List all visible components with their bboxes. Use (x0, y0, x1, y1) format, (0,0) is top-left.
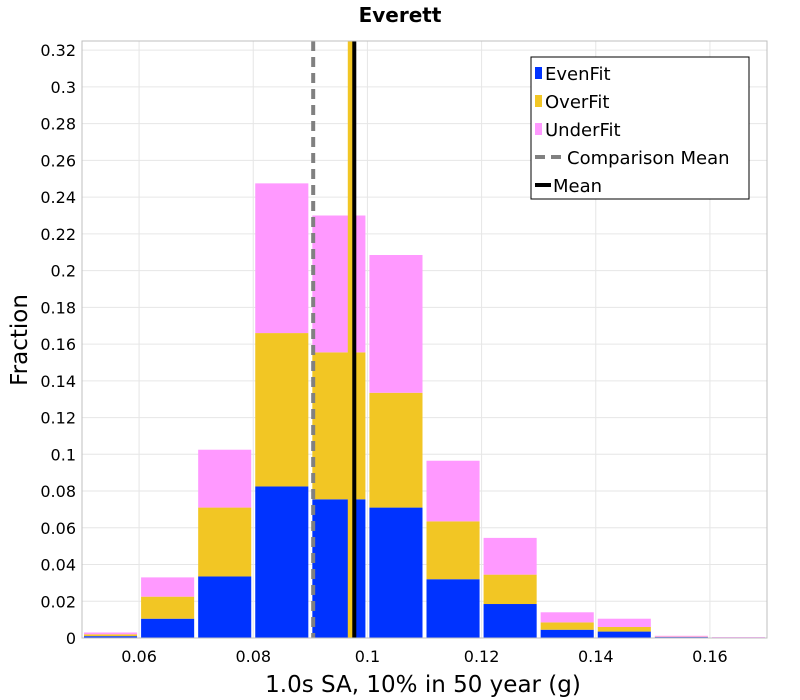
y-tick-label: 0.2 (51, 262, 76, 281)
x-tick-label: 0.12 (464, 647, 500, 666)
legend-label-underfit: UnderFit (545, 120, 621, 141)
bar-underfit-6 (426, 460, 480, 522)
y-tick-label: 0.14 (40, 372, 76, 391)
y-tick-label: 0.32 (40, 41, 76, 60)
bar-overfit-5 (369, 392, 423, 508)
legend-swatch-evenfit (535, 67, 542, 79)
legend-label-overfit: OverFit (545, 92, 609, 113)
bar-evenfit-8 (540, 629, 594, 638)
x-tick-label: 0.1 (355, 647, 380, 666)
bar-evenfit-4 (312, 499, 366, 638)
bar-evenfit-0 (84, 636, 138, 638)
bar-underfit-8 (540, 612, 594, 623)
y-tick-label: 0.3 (51, 78, 76, 97)
x-tick-label: 0.14 (578, 647, 614, 666)
bar-overfit-9 (597, 626, 651, 632)
y-tick-label: 0.18 (40, 298, 76, 317)
legend-swatch-overfit (535, 95, 542, 107)
y-tick-label: 0.08 (40, 482, 76, 501)
bars-group (84, 183, 765, 638)
bar-underfit-5 (369, 255, 423, 393)
bar-evenfit-6 (426, 579, 480, 638)
y-tick-label: 0.02 (40, 592, 76, 611)
y-axis-label: Fraction (7, 294, 33, 386)
bar-overfit-6 (426, 521, 480, 580)
bar-underfit-9 (597, 618, 651, 627)
y-tick-label: 0.22 (40, 225, 76, 244)
legend-swatch-underfit (535, 123, 542, 135)
x-axis-tick-labels: 0.06 0.08 0.1 0.12 0.14 0.16 (121, 647, 727, 666)
chart-title: Everett (359, 3, 442, 27)
bar-overfit-3 (255, 333, 309, 487)
bar-overfit-8 (540, 622, 594, 630)
x-axis-label: 1.0s SA, 10% in 50 year (g) (265, 672, 581, 698)
y-tick-label: 0.12 (40, 409, 76, 428)
x-tick-label: 0.08 (235, 647, 271, 666)
bar-evenfit-9 (597, 631, 651, 638)
bar-underfit-1 (141, 577, 195, 597)
x-tick-label: 0.06 (121, 647, 157, 666)
plot-frame (81, 40, 768, 639)
bar-evenfit-1 (141, 618, 195, 638)
y-tick-label: 0.24 (40, 188, 76, 207)
bar-underfit-0 (84, 632, 138, 635)
x-tick-label: 0.16 (692, 647, 728, 666)
bar-overfit-2 (198, 507, 252, 577)
y-tick-label: 0.04 (40, 556, 76, 575)
bar-evenfit-5 (369, 507, 423, 638)
bar-overfit-4 (312, 352, 366, 500)
bar-evenfit-3 (255, 486, 309, 638)
bar-underfit-10 (654, 635, 708, 637)
bar-evenfit-7 (483, 604, 537, 638)
y-axis-tick-labels: 0 0.02 0.04 0.06 0.08 0.1 0.12 0.14 0.16 0.18 0.2 0… (40, 41, 76, 648)
bar-evenfit-2 (198, 576, 252, 638)
legend-label-evenfit: EvenFit (545, 64, 611, 85)
bar-underfit-2 (198, 449, 252, 508)
y-tick-label: 0 (66, 629, 76, 648)
legend-label-comparison-mean: Comparison Mean (567, 148, 730, 169)
bar-overfit-1 (141, 596, 195, 619)
legend-box (530, 56, 750, 200)
bar-overfit-7 (483, 574, 537, 605)
y-tick-label: 0.28 (40, 115, 76, 134)
y-tick-label: 0.16 (40, 335, 76, 354)
bar-underfit-3 (255, 183, 309, 334)
legend-label-mean: Mean (553, 176, 602, 197)
bar-underfit-7 (483, 537, 537, 575)
bar-underfit-4 (312, 215, 366, 353)
y-tick-label: 0.06 (40, 519, 76, 538)
y-tick-label: 0.1 (51, 445, 76, 464)
mean-lines-group (311, 41, 357, 638)
bar-overfit-0 (84, 634, 138, 637)
y-tick-label: 0.26 (40, 151, 76, 170)
legend: EvenFit OverFit UnderFit Comparison Mean Mea… (530, 56, 750, 200)
plot-border (81, 40, 768, 639)
